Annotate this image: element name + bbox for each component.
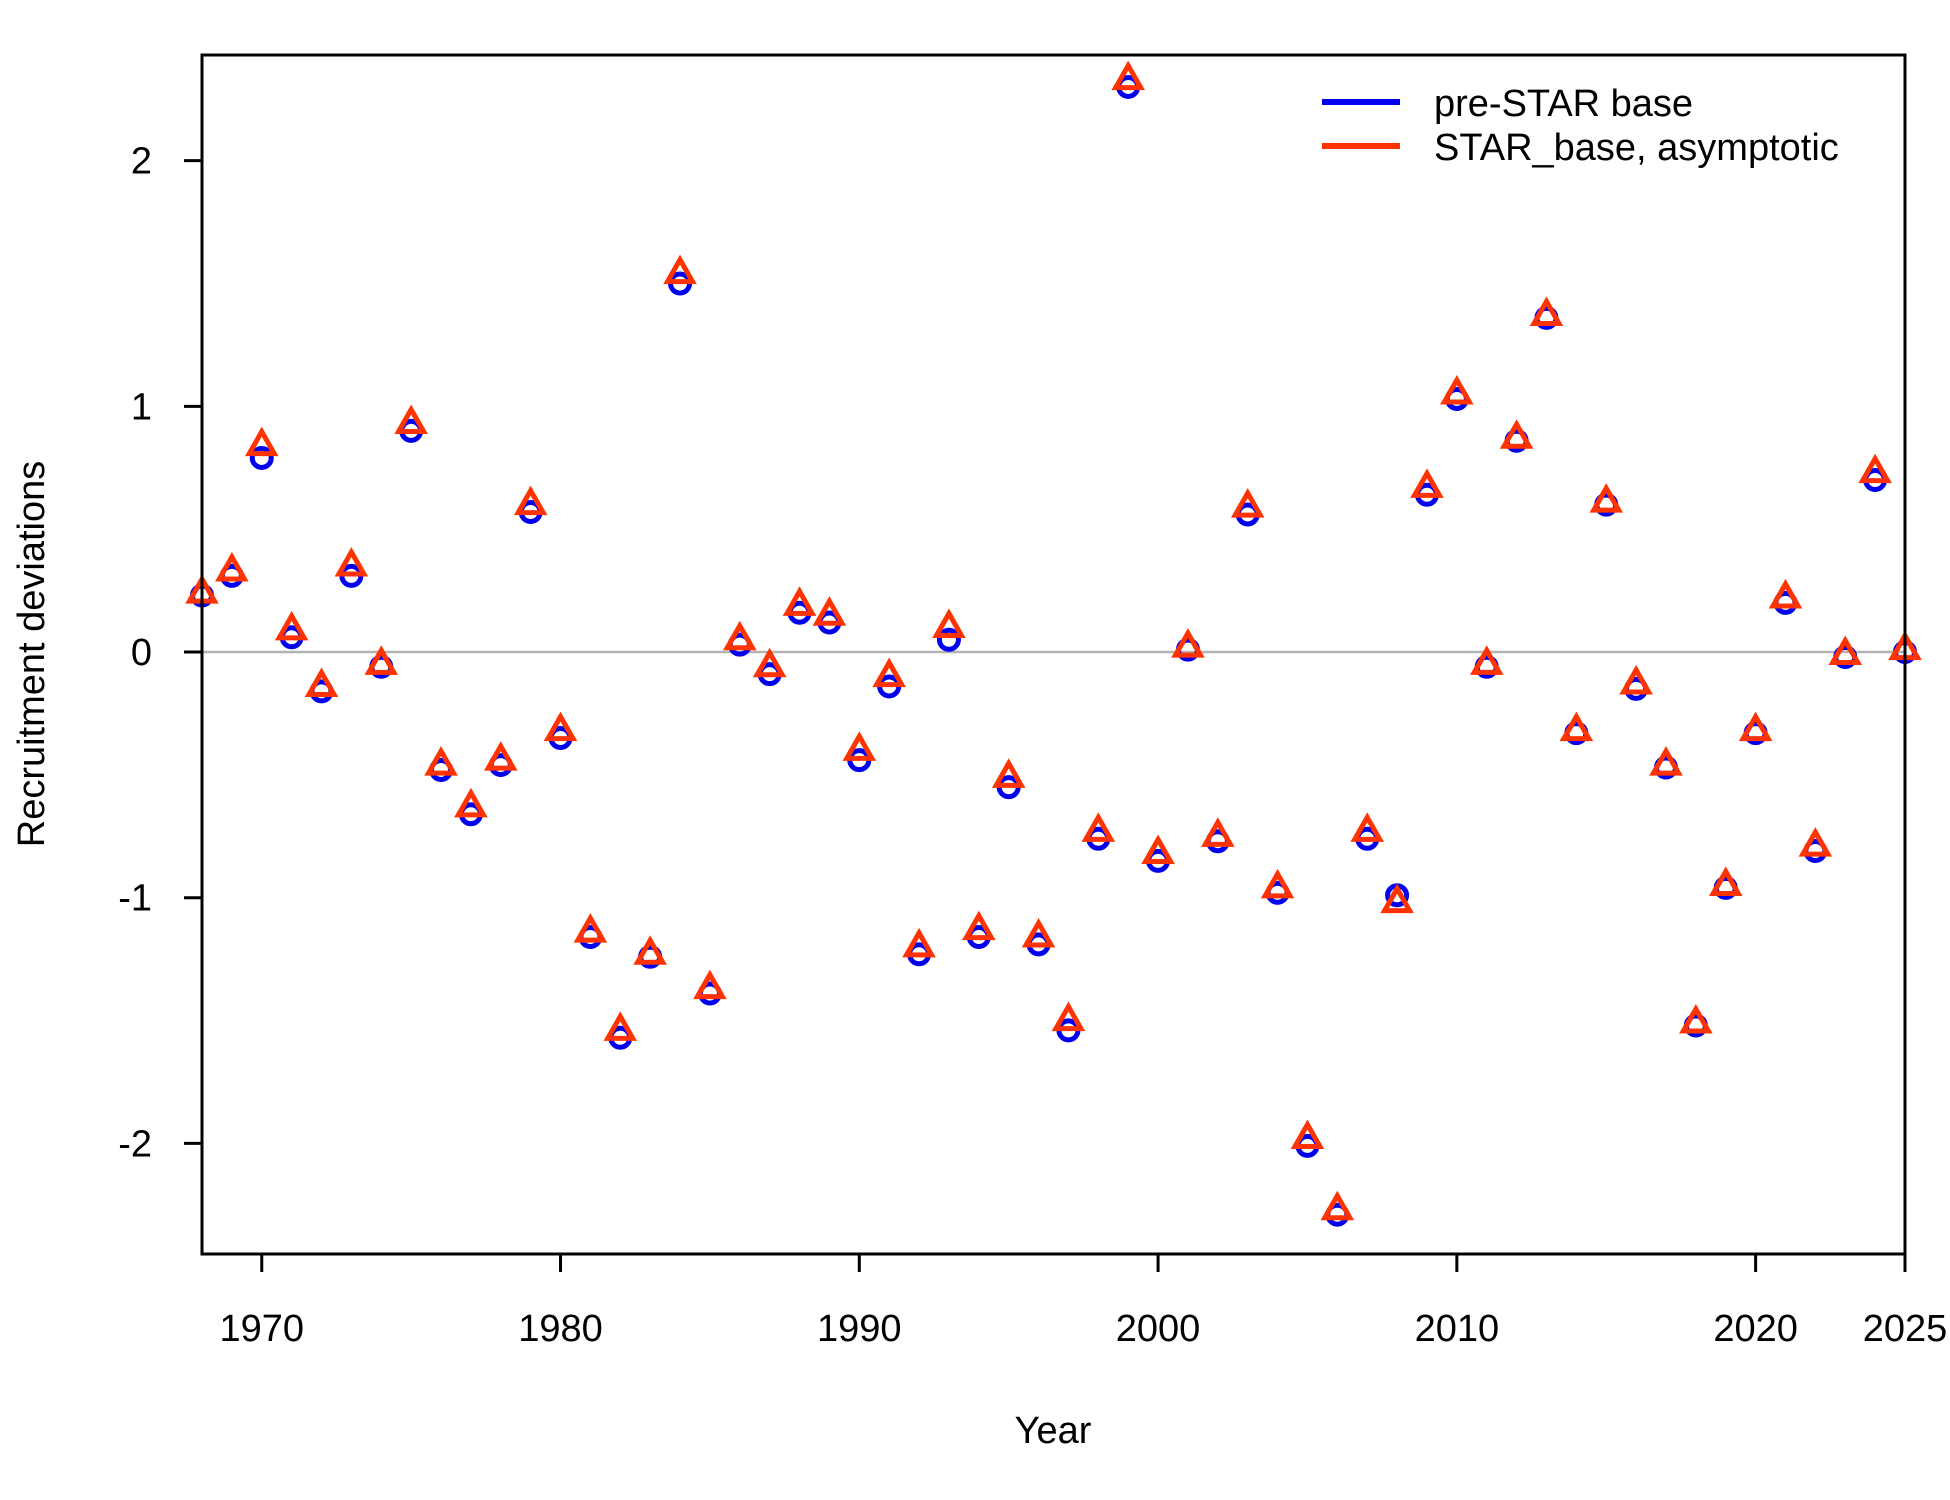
point-star-base-asymptotic-2004 <box>1260 868 1295 899</box>
point-star-base-asymptotic-2009 <box>1410 468 1444 498</box>
point-star-base-asymptotic-1981 <box>573 913 608 943</box>
point-star-base-asymptotic-1982 <box>603 1011 638 1041</box>
point-star-base-asymptotic-2022 <box>1798 827 1833 857</box>
y-tick-label--1: -1 <box>118 878 152 920</box>
point-star-base-asymptotic-1969 <box>215 551 249 582</box>
y-tick-label--2: -2 <box>118 1123 152 1165</box>
point-star-base-asymptotic-2001 <box>1171 628 1205 658</box>
point-star-base-asymptotic-1983 <box>633 935 667 965</box>
point-star-base-asymptotic-1985 <box>693 969 727 1000</box>
point-star-base-asymptotic-1993 <box>932 608 966 638</box>
point-star-base-asymptotic-1972 <box>304 667 339 697</box>
point-star-base-asymptotic-2007 <box>1350 812 1385 842</box>
point-star-base-asymptotic-1976 <box>424 746 458 776</box>
point-star-base-asymptotic-1978 <box>483 741 518 771</box>
legend: pre-STAR base STAR_base, asymptotic <box>1322 83 1839 169</box>
point-star-base-asymptotic-2017 <box>1649 746 1683 776</box>
point-star-base-asymptotic-1992 <box>902 927 936 958</box>
legend-label-star-base-asymptotic: STAR_base, asymptotic <box>1434 127 1839 169</box>
point-star-base-asymptotic-1975 <box>394 404 428 435</box>
point-star-base-asymptotic-2016 <box>1619 664 1653 695</box>
point-star-base-asymptotic-1970 <box>244 426 279 457</box>
point-star-base-asymptotic-1996 <box>1021 917 1056 948</box>
point-star-base-asymptotic-2006 <box>1320 1190 1355 1221</box>
point-star-base-asymptotic-2011 <box>1469 645 1504 675</box>
point-star-base-asymptotic-2024 <box>1858 453 1892 484</box>
point-star-base-asymptotic-2013 <box>1529 296 1564 326</box>
point-star-base-asymptotic-2020 <box>1738 711 1773 742</box>
point-star-base-asymptotic-1995 <box>991 758 1026 788</box>
point-star-base-asymptotic-2008 <box>1380 883 1414 914</box>
x-axis-title: Year <box>1015 1410 1092 1452</box>
x-tick-label-2010: 2010 <box>1415 1308 1500 1350</box>
x-tick-label-2000: 2000 <box>1116 1308 1201 1350</box>
point-star-base-asymptotic-2003 <box>1230 488 1265 518</box>
y-tick-label-0: 0 <box>131 632 152 674</box>
x-tick-label-1990: 1990 <box>817 1308 902 1350</box>
point-star-base-asymptotic-1984 <box>663 254 697 285</box>
point-star-base-asymptotic-1988 <box>782 586 817 616</box>
point-star-base-asymptotic-1998 <box>1081 812 1116 842</box>
point-star-base-asymptotic-1994 <box>962 910 996 941</box>
point-star-base-asymptotic-1989 <box>812 596 847 626</box>
point-star-base-asymptotic-1971 <box>274 610 309 641</box>
point-star-base-asymptotic-2021 <box>1768 578 1803 609</box>
point-star-base-asymptotic-2005 <box>1290 1119 1325 1150</box>
point-star-base-asymptotic-2002 <box>1201 817 1235 847</box>
x-tick-label-2020: 2020 <box>1713 1308 1798 1350</box>
point-star-base-asymptotic-1974 <box>364 645 399 675</box>
point-star-base-asymptotic-1980 <box>543 711 578 742</box>
x-tick-label-1970: 1970 <box>219 1308 304 1350</box>
point-pre-star-base-1970 <box>249 445 274 470</box>
point-star-base-asymptotic-2015 <box>1589 483 1624 513</box>
point-pre-star-base-1993 <box>936 627 961 652</box>
point-star-base-asymptotic-1987 <box>752 647 787 678</box>
point-star-base-asymptotic-2023 <box>1828 635 1863 665</box>
plot-frame <box>200 53 1907 1256</box>
point-star-base-asymptotic-2000 <box>1141 834 1175 865</box>
point-star-base-asymptotic-2010 <box>1440 375 1474 405</box>
point-star-base-asymptotic-2019 <box>1708 866 1743 896</box>
point-star-base-asymptotic-1986 <box>722 620 757 651</box>
y-axis-title: Recruitment deviations <box>11 461 53 848</box>
y-tick-label-1: 1 <box>131 386 152 428</box>
point-star-base-asymptotic-1990 <box>842 731 877 761</box>
x-tick-label-1980: 1980 <box>518 1308 603 1350</box>
axes-layer: 1970 1980 1990 2000 2010 2020 2025 -2 -1 0 1 2 <box>118 141 1947 1350</box>
point-star-base-asymptotic-1997 <box>1051 1001 1086 1032</box>
point-star-base-asymptotic-2018 <box>1679 1003 1713 1034</box>
legend-label-pre-star-base: pre-STAR base <box>1434 83 1693 125</box>
point-star-base-asymptotic-1991 <box>872 657 906 688</box>
point-star-base-asymptotic-1999 <box>1111 60 1145 91</box>
data-points-layer <box>185 60 1922 1227</box>
point-star-base-asymptotic-1979 <box>513 485 548 516</box>
point-star-base-asymptotic-2012 <box>1499 419 1534 449</box>
point-star-base-asymptotic-2014 <box>1559 711 1594 742</box>
y-tick-label-2: 2 <box>131 141 152 183</box>
point-star-base-asymptotic-1977 <box>454 787 488 818</box>
point-star-base-asymptotic-1973 <box>334 546 369 577</box>
x-tick-label-2025: 2025 <box>1863 1308 1948 1350</box>
